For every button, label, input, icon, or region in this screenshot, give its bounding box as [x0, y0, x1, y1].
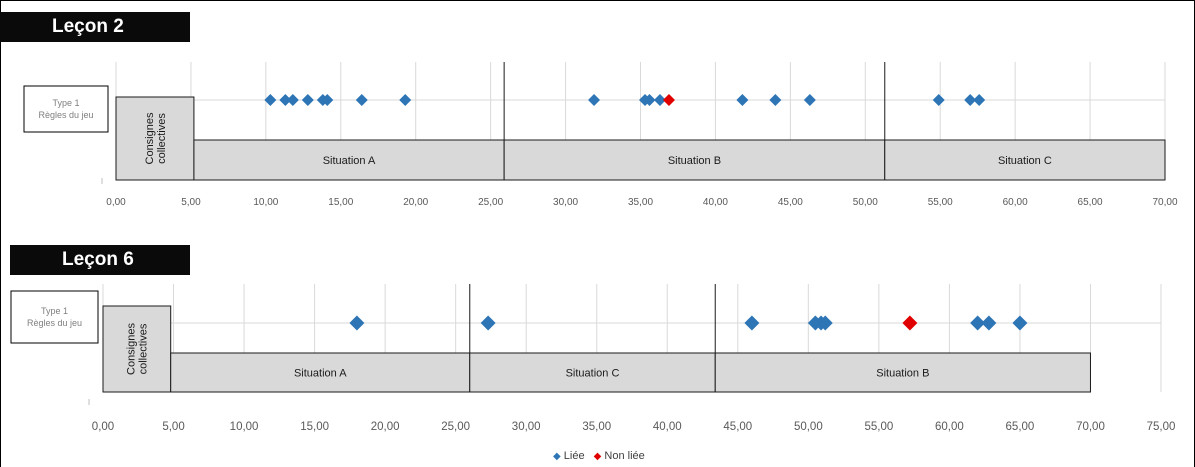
- x-tick-label: 55,00: [928, 197, 953, 208]
- segment-bar: [102, 305, 172, 393]
- x-tick-label: 10,00: [253, 197, 278, 208]
- category-label-box: [23, 85, 109, 133]
- x-tick-label: 70,00: [1076, 421, 1105, 433]
- segment-label: Consignescollectives: [126, 323, 150, 375]
- data-point-liee: [264, 94, 277, 106]
- x-tick-label: 25,00: [478, 197, 503, 208]
- legend-label-liee: Liée: [563, 450, 585, 462]
- chart-lecon-2: Consignescollectives Situation A Situation…: [23, 62, 1178, 208]
- data-point-liee: [349, 315, 365, 331]
- x-tick-label: 5,00: [162, 421, 184, 433]
- x-tick-label: 20,00: [371, 421, 400, 433]
- chart-legend: ◆ Liée ◆ Non liée: [553, 450, 645, 462]
- data-point-liee: [970, 315, 986, 331]
- data-point-liee: [932, 94, 945, 106]
- segment-bar: [884, 139, 1166, 181]
- x-tick-label: 35,00: [628, 197, 653, 208]
- data-point-liee: [588, 94, 601, 106]
- data-point-liee: [981, 315, 997, 331]
- data-point-liee: [321, 94, 334, 106]
- x-tick-label: 0,00: [106, 197, 126, 208]
- data-point-liee: [744, 315, 760, 331]
- data-point-liee: [399, 94, 412, 106]
- data-point-liee: [964, 94, 977, 106]
- x-tick-label: 65,00: [1006, 421, 1035, 433]
- category-label-line: Règles du jeu: [27, 318, 82, 328]
- category-label-line: Règles du jeu: [38, 110, 93, 120]
- lesson-2-title: Leçon 2: [0, 12, 190, 42]
- x-tick-label: 15,00: [300, 421, 329, 433]
- chart-lecon-6: Consignescollectives Situation A Situation…: [10, 284, 1176, 433]
- lesson-6-title: Leçon 6: [10, 245, 190, 275]
- data-point-liee: [301, 94, 314, 106]
- x-tick-label: 45,00: [778, 197, 803, 208]
- x-tick-label: 50,00: [853, 197, 878, 208]
- segment-label: Consignescollectives: [144, 112, 168, 164]
- category-label-box: [10, 290, 99, 344]
- segment-label: Situation A: [323, 155, 376, 167]
- x-tick-label: 35,00: [582, 421, 611, 433]
- data-point-liee: [643, 94, 656, 106]
- x-tick-label: 30,00: [553, 197, 578, 208]
- data-point-liee: [1012, 315, 1028, 331]
- legend-marker-non-liee: ◆: [593, 451, 602, 462]
- data-point-liee: [653, 94, 666, 106]
- data-point-liee: [736, 94, 749, 106]
- segment-label: Situation A: [294, 368, 347, 380]
- x-tick-label: 50,00: [794, 421, 823, 433]
- data-point-liee: [817, 315, 833, 331]
- x-tick-label: 20,00: [403, 197, 428, 208]
- data-point-liee: [769, 94, 782, 106]
- x-tick-label: 10,00: [230, 421, 259, 433]
- x-tick-label: 75,00: [1147, 421, 1176, 433]
- segment-label: Situation B: [876, 368, 929, 380]
- category-label-line: Type 1: [41, 306, 68, 316]
- data-point-liee: [279, 94, 292, 106]
- data-point-liee: [803, 94, 816, 106]
- category-label-line: Type 1: [52, 98, 79, 108]
- x-tick-label: 65,00: [1078, 197, 1103, 208]
- x-tick-label: 40,00: [703, 197, 728, 208]
- segment-bar: [469, 352, 716, 393]
- segment-label: Situation C: [998, 155, 1052, 167]
- segment-label: Situation C: [566, 368, 620, 380]
- segment-bar: [115, 96, 195, 181]
- segment-label: Situation B: [668, 155, 721, 167]
- x-tick-label: 70,00: [1152, 197, 1177, 208]
- data-point-non-liee: [902, 315, 918, 331]
- legend-label-non-liee: Non liée: [604, 450, 645, 462]
- segment-bar: [193, 139, 505, 181]
- x-tick-label: 30,00: [512, 421, 541, 433]
- legend-marker-liee: ◆: [553, 451, 561, 462]
- data-point-liee: [480, 315, 496, 331]
- x-tick-label: 60,00: [935, 421, 964, 433]
- x-tick-label: 5,00: [181, 197, 201, 208]
- x-tick-label: 40,00: [653, 421, 682, 433]
- x-tick-label: 25,00: [441, 421, 470, 433]
- data-point-non-liee: [662, 94, 675, 106]
- x-tick-label: 15,00: [328, 197, 353, 208]
- segment-bar: [714, 352, 1091, 393]
- x-tick-label: 55,00: [864, 421, 893, 433]
- data-point-liee: [355, 94, 368, 106]
- segment-bar: [170, 352, 471, 393]
- data-point-liee: [973, 94, 986, 106]
- segment-bar: [503, 139, 886, 181]
- data-point-liee: [286, 94, 299, 106]
- x-tick-label: 60,00: [1003, 197, 1028, 208]
- x-tick-label: 0,00: [92, 421, 114, 433]
- x-tick-label: 45,00: [723, 421, 752, 433]
